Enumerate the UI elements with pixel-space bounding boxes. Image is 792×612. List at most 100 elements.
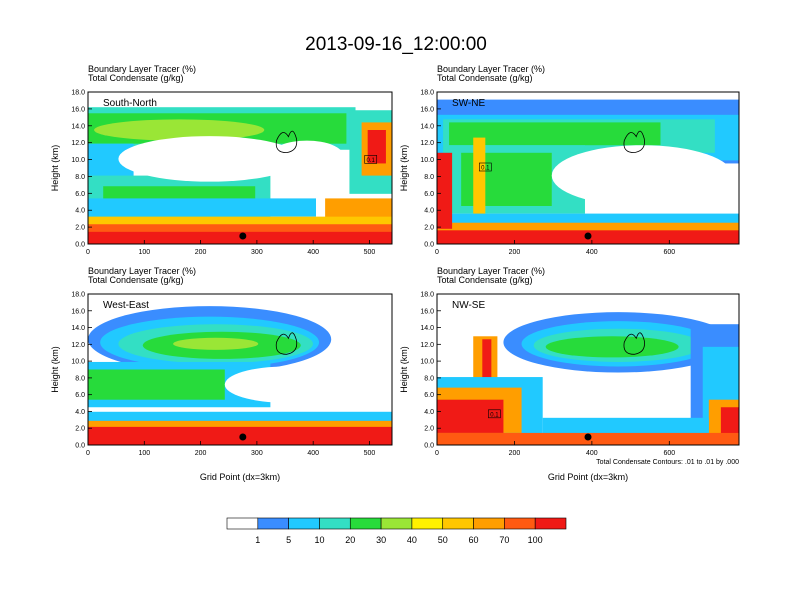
- field-band: [449, 122, 661, 146]
- field-blob: [270, 140, 344, 172]
- plot-frame: [87, 91, 393, 245]
- y-tick-label: 10.0: [420, 157, 434, 164]
- x-tick-label: 0: [435, 450, 439, 457]
- y-tick-label: 2.0: [424, 225, 434, 232]
- panel-title: Boundary Layer Tracer (%): [437, 266, 545, 276]
- panel-name: South-North: [103, 98, 157, 109]
- y-tick-label: 6.0: [75, 191, 85, 198]
- y-tick-label: 4.0: [424, 409, 434, 416]
- colour-field: [437, 92, 739, 244]
- y-tick-label: 14.0: [420, 123, 434, 130]
- colorbar-swatch: [349, 517, 382, 530]
- panel-name: West-East: [103, 300, 149, 311]
- colorbar-label: 100: [528, 535, 543, 545]
- y-tick-label: 10.0: [71, 359, 85, 366]
- location-marker: [239, 433, 247, 441]
- colorbar-label: 20: [345, 535, 355, 545]
- panel-title: Boundary Layer Tracer (%): [437, 64, 545, 74]
- cloud-contour: [275, 332, 298, 355]
- plot-frame: [436, 91, 740, 245]
- y-axis-title: Height (km): [399, 346, 409, 393]
- field-blob: [224, 366, 347, 403]
- colorbar-label: 5: [286, 535, 291, 545]
- contour-note: Total Condensate Contours: .01 to .01 by…: [596, 459, 739, 466]
- colorbar-label: 60: [469, 535, 479, 545]
- y-tick-label: 18.0: [71, 90, 85, 97]
- field-band: [437, 399, 504, 433]
- x-tick-label: 400: [586, 249, 598, 256]
- colorbar-swatch: [319, 517, 351, 530]
- y-tick-label: 0.0: [424, 242, 434, 249]
- field-blob: [94, 119, 265, 141]
- field-band: [437, 152, 453, 229]
- y-tick-label: 12.0: [420, 140, 434, 147]
- contour-label-box: [479, 162, 492, 172]
- x-tick-label: 300: [251, 249, 263, 256]
- panel-name: SW-NE: [452, 98, 485, 109]
- field-band: [88, 369, 225, 400]
- panel-west-east: 0.0 2.0 4.0 6.0 8.0 10.0 12.0 14.0 16.0 18.0 0 100 2…: [50, 266, 393, 482]
- y-tick-label: 10.0: [420, 359, 434, 366]
- plot-frame: [87, 293, 393, 446]
- y-tick-label: 2.0: [424, 426, 434, 433]
- field-band: [473, 137, 486, 222]
- y-tick-label: 12.0: [71, 342, 85, 349]
- y-axis-title: Height (km): [50, 346, 60, 393]
- x-tick-label: 600: [663, 249, 675, 256]
- y-tick-label: 16.0: [71, 308, 85, 315]
- colorbar-swatch: [504, 517, 536, 530]
- y-tick-label: 12.0: [420, 342, 434, 349]
- colorbar-label: 1: [255, 535, 260, 545]
- location-marker: [239, 232, 247, 240]
- colorbar-swatch: [534, 517, 567, 530]
- x-tick-label: 400: [307, 249, 319, 256]
- panels-group: 0.0 2.0 4.0 6.0 8.0 10.0 12.0 14.0 16.0 18.0 0 100 2…: [50, 64, 740, 482]
- y-tick-label: 18.0: [71, 292, 85, 299]
- colorbar-swatch: [380, 517, 413, 530]
- y-axis-title: Height (km): [399, 145, 409, 192]
- y-tick-label: 0.0: [75, 242, 85, 249]
- colorbar-swatch: [226, 517, 259, 530]
- colorbar-label: 30: [376, 535, 386, 545]
- y-tick-label: 6.0: [75, 392, 85, 399]
- x-tick-label: 0: [86, 249, 90, 256]
- y-tick-label: 4.0: [75, 208, 85, 215]
- panel-sw-ne: 0.0 2.0 4.0 6.0 8.0 10.0 12.0 14.0 16.0 18.0 0 200 4…: [399, 64, 740, 256]
- contour-label-box: [364, 155, 378, 164]
- x-tick-label: 100: [138, 450, 150, 457]
- y-tick-label: 2.0: [75, 225, 85, 232]
- y-tick-label: 16.0: [420, 308, 434, 315]
- x-tick-label: 400: [307, 450, 319, 457]
- panel-name: NW-SE: [452, 300, 485, 311]
- x-tick-label: 400: [586, 450, 598, 457]
- contour-label: 0.1: [367, 158, 376, 164]
- colorbar-label: 70: [499, 535, 509, 545]
- colorbar-swatch: [442, 517, 474, 530]
- y-tick-label: 18.0: [420, 292, 434, 299]
- x-tick-label: 300: [251, 450, 263, 457]
- field-band: [367, 130, 386, 164]
- x-tick-label: 100: [138, 249, 150, 256]
- y-tick-label: 12.0: [71, 140, 85, 147]
- x-tick-label: 0: [435, 249, 439, 256]
- x-axis-title: Grid Point (dx=3km): [200, 472, 280, 482]
- y-tick-label: 14.0: [420, 325, 434, 332]
- y-tick-label: 8.0: [75, 174, 85, 181]
- y-tick-label: 4.0: [424, 208, 434, 215]
- location-marker: [584, 433, 592, 441]
- plot-frame: [436, 293, 740, 446]
- colorbar-swatch: [257, 517, 289, 530]
- y-tick-label: 8.0: [424, 174, 434, 181]
- field-blob: [551, 145, 733, 207]
- contour-label-box: [488, 409, 501, 419]
- colorbar: 1 5 10 20 30 40 50 60 70 100: [226, 517, 567, 545]
- y-tick-label: 14.0: [71, 123, 85, 130]
- y-tick-label: 2.0: [75, 426, 85, 433]
- panel-subtitle: Total Condensate (g/kg): [88, 73, 184, 83]
- colorbar-label: 40: [407, 535, 417, 545]
- y-tick-label: 0.0: [75, 443, 85, 450]
- y-tick-label: 16.0: [420, 106, 434, 113]
- panel-subtitle: Total Condensate (g/kg): [437, 73, 533, 83]
- panel-title: Boundary Layer Tracer (%): [88, 266, 196, 276]
- y-tick-label: 6.0: [424, 191, 434, 198]
